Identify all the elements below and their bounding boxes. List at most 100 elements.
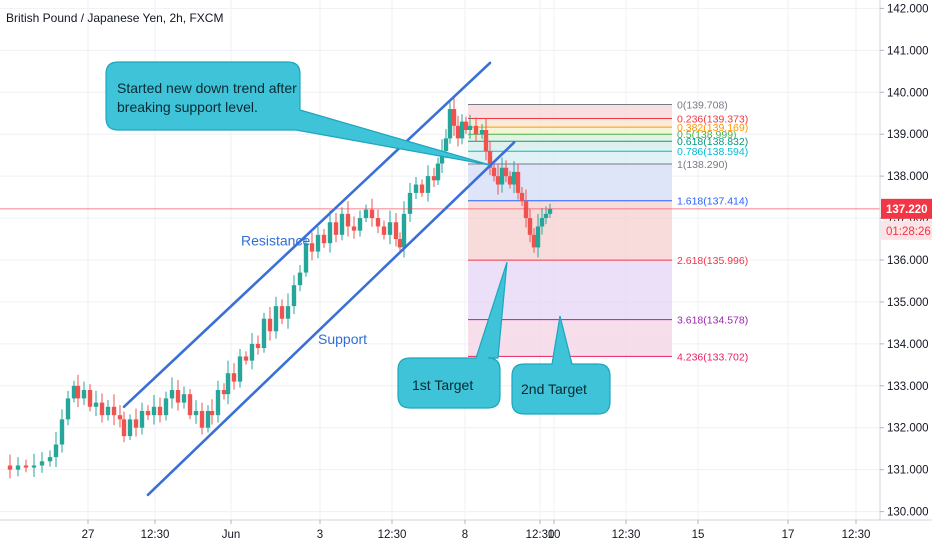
candle-body (39, 461, 45, 466)
candle-body (479, 130, 485, 135)
candle-body (333, 222, 339, 235)
candle-body (357, 218, 363, 231)
candle-body (547, 208, 553, 214)
candle-body (327, 222, 333, 244)
price-axis[interactable]: 130.000 131.000 132.000 133.000 134.000 135.0… (879, 0, 932, 550)
candle-body (15, 465, 21, 470)
price-tick-label: 134.000 (887, 339, 929, 351)
trend-channel[interactable]: Resistance Support (122, 61, 516, 497)
candle-body (499, 167, 505, 185)
time-tick-label: 17 (782, 529, 795, 541)
callout-target2-text: 2nd Target (521, 381, 587, 397)
candle-body (309, 243, 315, 252)
candle-body (515, 171, 521, 193)
candle-body (255, 343, 261, 349)
candle-body (285, 306, 291, 319)
candle-body (157, 406, 163, 416)
current-price-tag (881, 198, 932, 219)
candle-body (487, 150, 493, 168)
candle-body (47, 457, 53, 462)
candle-body (127, 419, 133, 437)
price-tick-label: 136.000 (887, 255, 929, 267)
fib-band (468, 141, 672, 152)
candle-body (163, 398, 169, 416)
candle-body (291, 285, 297, 307)
candle-body (419, 184, 425, 193)
label-resistance: Resistance (241, 232, 310, 248)
price-tick-label: 133.000 (887, 381, 929, 393)
candle-body (519, 192, 525, 202)
fibonacci-extension[interactable]: 0(139.708)0.236(139.373)0.382(139.169)0.… (468, 100, 748, 364)
candle-body (117, 415, 123, 420)
fib-band (468, 127, 672, 135)
fib-band (468, 104, 672, 119)
candle-body (297, 272, 303, 286)
candlestick-series (0, 96, 880, 479)
fib-label-4-236: 4.236(133.702) (677, 351, 748, 363)
candle-body (397, 239, 403, 248)
candle-body (315, 234, 321, 252)
time-tick-label: 12:30 (526, 529, 555, 541)
callout-main (105, 61, 491, 166)
candle-body (169, 390, 175, 399)
candle-body (351, 226, 357, 231)
callout-main-line1: Started new down trend after (117, 80, 297, 96)
channel-line-resistance (122, 61, 492, 409)
fib-band (468, 134, 672, 142)
candle-body (535, 226, 541, 248)
fib-band (468, 151, 672, 164)
time-tick-label: 8 (462, 529, 468, 541)
fib-band (468, 118, 672, 128)
candle-body (463, 121, 469, 130)
price-tick-label: 131.000 (887, 465, 929, 477)
candle-body (303, 243, 309, 273)
candle-body (401, 213, 407, 248)
time-tick-label: 3 (317, 529, 323, 541)
callouts[interactable]: Started new down trend after breaking sup… (105, 61, 611, 415)
time-tick-label: 12:30 (378, 529, 407, 541)
candle-body (209, 410, 215, 416)
candle-body (435, 163, 441, 181)
time-tick-label: 12:30 (612, 529, 641, 541)
candle-body (321, 234, 327, 244)
candle-body (93, 402, 99, 407)
price-axis-bg (880, 0, 932, 550)
candle-body (231, 373, 237, 382)
current-price-label: 137.220 (886, 204, 928, 216)
candle-body (363, 209, 369, 219)
fib-band (468, 200, 672, 261)
candle-body (473, 125, 479, 135)
time-axis-bg (0, 520, 880, 550)
candle-body (455, 125, 461, 139)
candle-body (447, 109, 453, 139)
fib-label-0-236: 0.236(139.373) (677, 114, 748, 126)
candle-body (121, 419, 127, 437)
time-tick-label: 15 (692, 529, 705, 541)
candle-body (531, 234, 537, 248)
price-tick-label: 138.000 (887, 171, 929, 183)
candle-body (527, 218, 533, 235)
channel-line-support (146, 141, 516, 497)
candle-body (193, 410, 199, 416)
time-tick-label: 12:30 (842, 529, 871, 541)
candle-body (539, 218, 545, 227)
candle-body (267, 318, 273, 332)
price-tick-label: 142.000 (887, 3, 929, 15)
fib-label-0-786: 0.786(138.594) (677, 146, 748, 158)
candle-body (511, 171, 517, 185)
candle-body (375, 218, 381, 227)
time-tick-label: 12:30 (141, 529, 170, 541)
candle-body (339, 213, 345, 235)
candle-body (507, 176, 513, 185)
candle-body (393, 222, 399, 240)
countdown-label: 01:28:26 (886, 226, 931, 238)
label-support: Support (318, 331, 367, 347)
candle-body (459, 121, 465, 139)
candle-body (225, 373, 231, 395)
candle-body (345, 213, 351, 227)
candle-body (145, 410, 151, 416)
candle-body (151, 406, 157, 416)
candle-body (81, 390, 87, 399)
